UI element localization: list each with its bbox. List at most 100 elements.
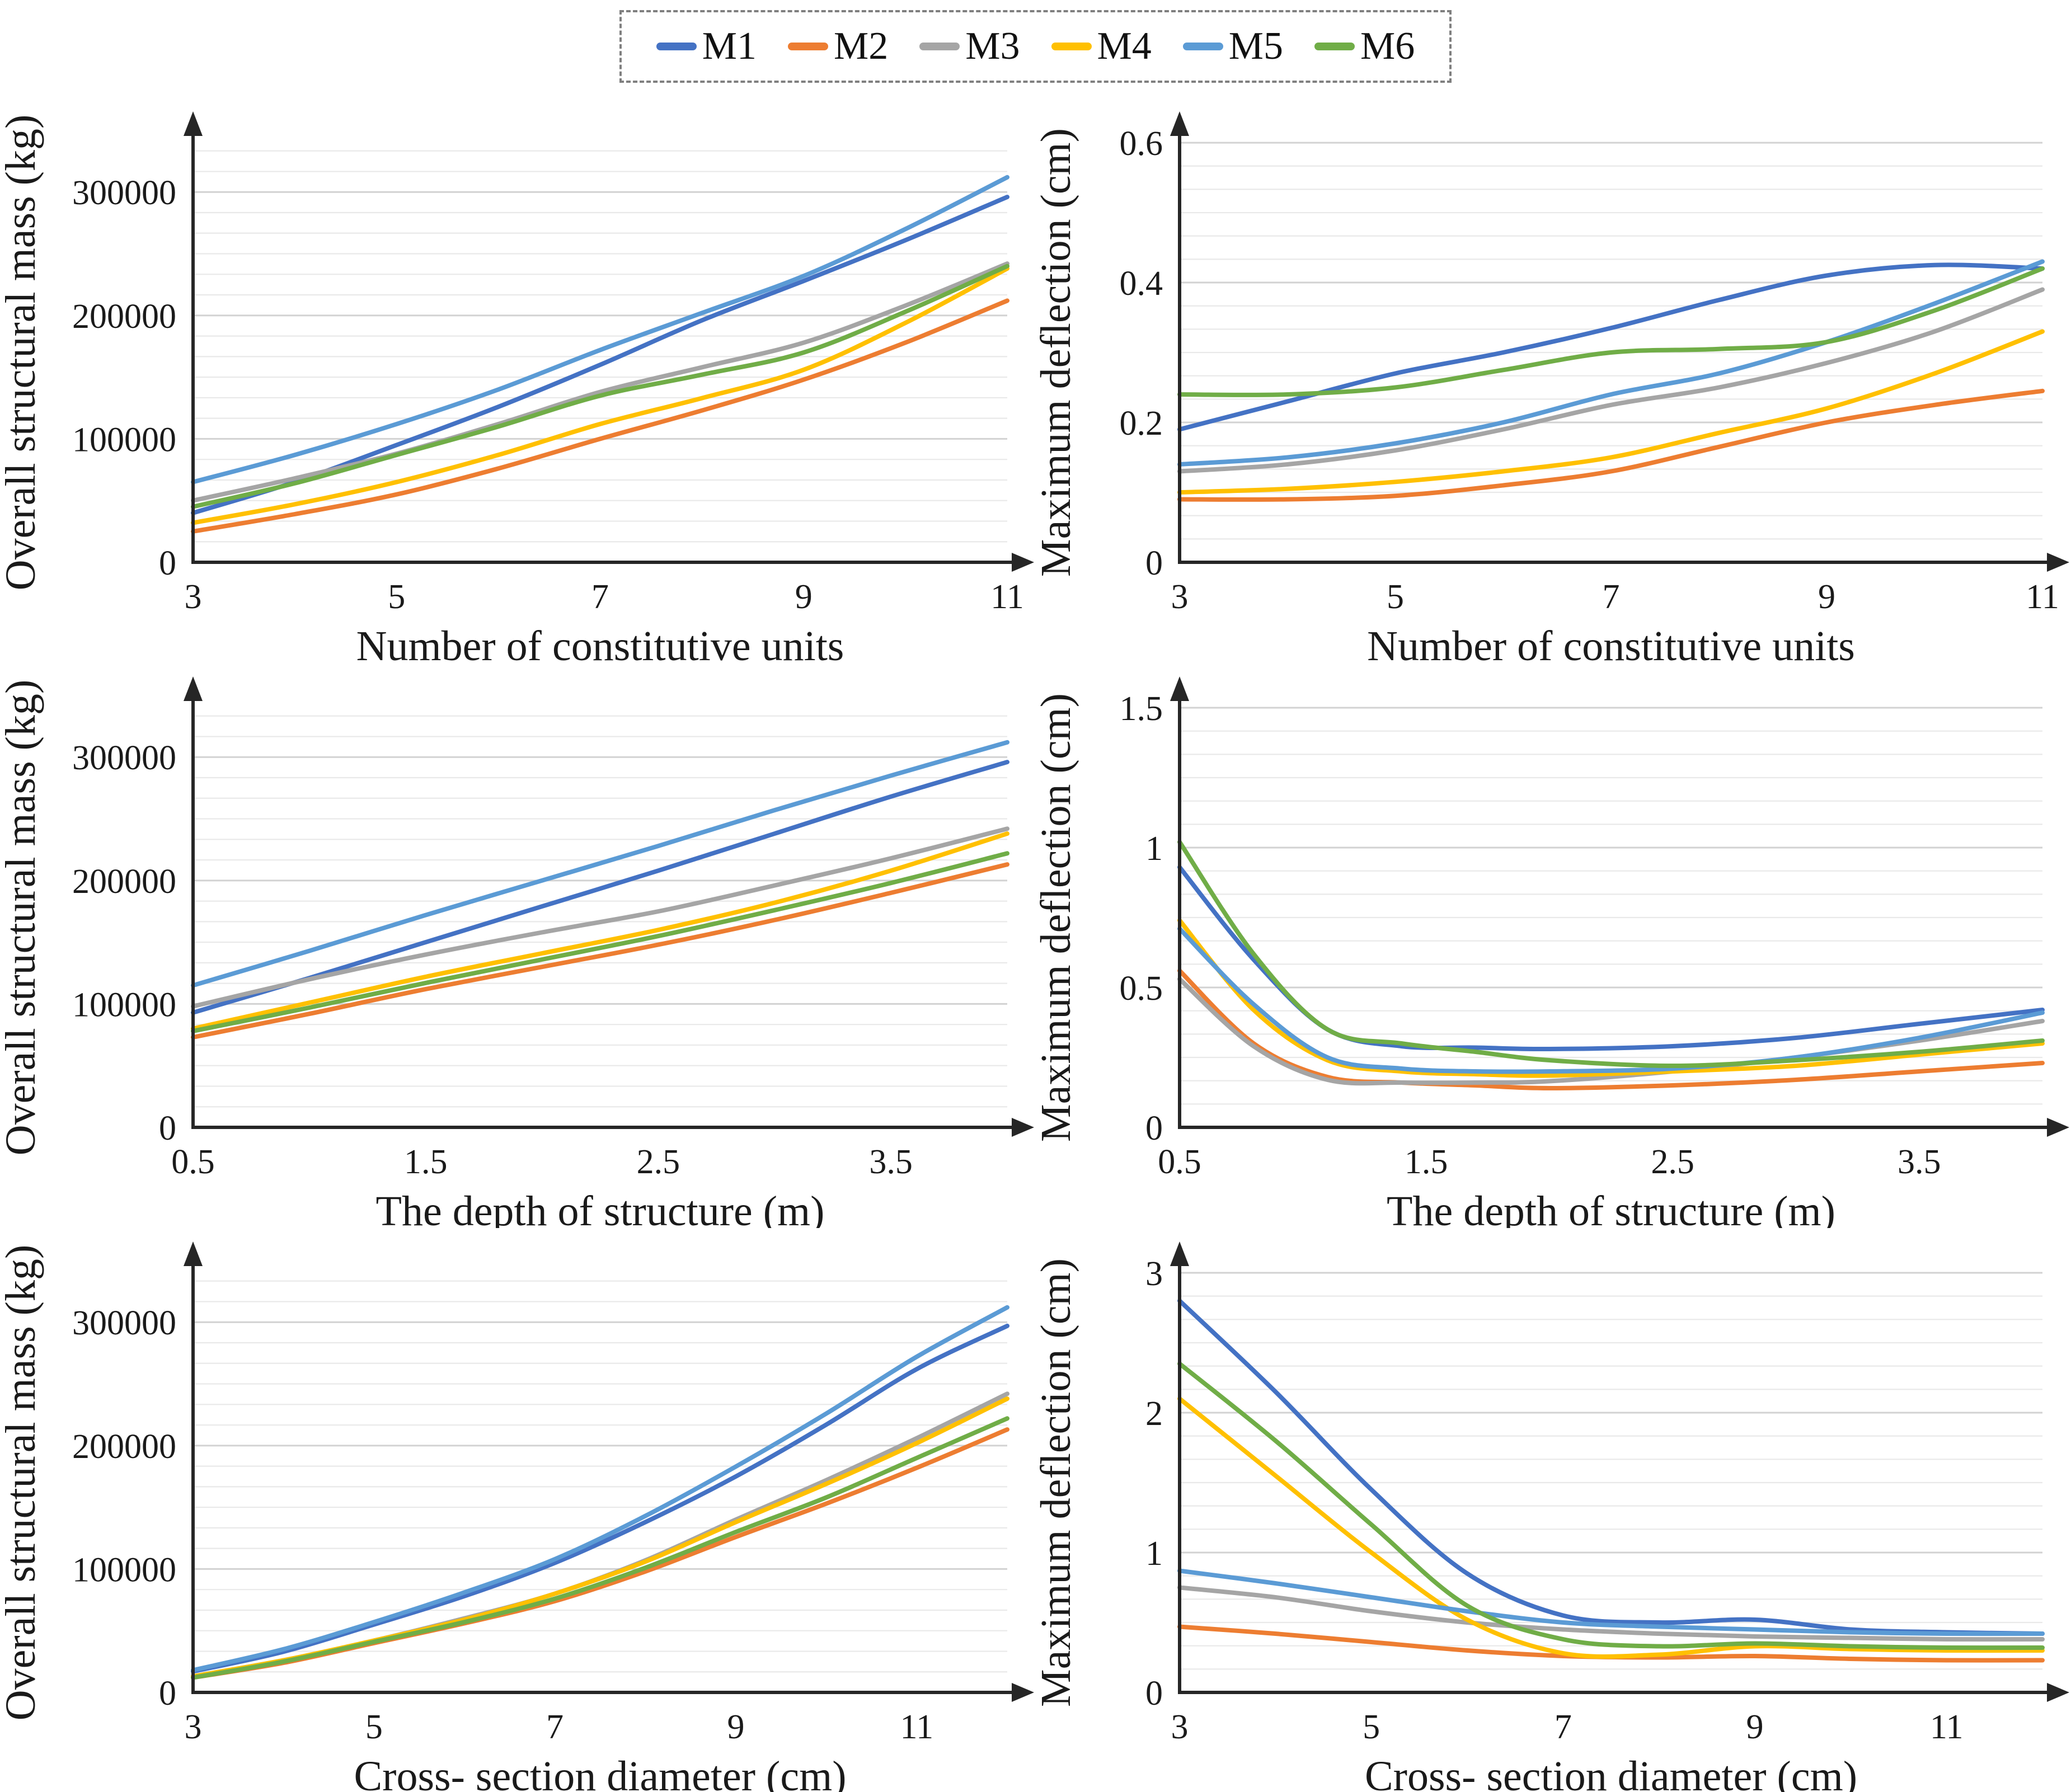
x-tick-label: 11 — [990, 578, 1024, 616]
y-axis-title: Overall structural mass (kg) — [0, 680, 44, 1156]
x-axis-arrowhead-icon — [2047, 553, 2069, 572]
series-line-M6 — [191, 264, 1009, 509]
legend-item-M5: M5 — [1182, 25, 1283, 68]
y-tick-label: 0 — [1145, 544, 1163, 582]
y-tick-label: 1 — [1145, 1535, 1163, 1573]
y-axis-arrowhead-icon — [184, 111, 203, 136]
series-line-M2 — [1177, 968, 2045, 1090]
legend-label: M2 — [834, 25, 889, 68]
gridlines — [193, 1280, 1007, 1673]
gridlines — [193, 715, 1007, 1108]
x-tick-label: 11 — [2026, 578, 2059, 616]
series-line-M5 — [1177, 259, 2045, 467]
y-tick-label: 0.6 — [1120, 125, 1163, 163]
legend-label: M6 — [1360, 25, 1415, 68]
legend: M1 M2 M3 M4 M5 M6 — [619, 10, 1452, 83]
x-tick-label: 2.5 — [637, 1143, 680, 1181]
series-lines — [1177, 1299, 2045, 1663]
series-line-M5 — [191, 175, 1009, 485]
legend-line-swatch-M2 — [788, 43, 828, 50]
series-lines — [1177, 840, 2045, 1090]
chart-deflection-vs-depth: 0 0.5 1 1.5 0.5 1.5 2.5 3.5 The depth of structu… — [1035, 663, 2070, 1228]
x-tick-label: 11 — [900, 1708, 933, 1746]
charts-grid: 0 100000 200000 300000 3 5 7 9 11 Number of const… — [0, 98, 2070, 1792]
x-tick-label: 5 — [1363, 1708, 1380, 1746]
x-tick-label: 5 — [365, 1708, 383, 1746]
series-line-M3 — [1177, 977, 2045, 1086]
x-axis-arrowhead-icon — [2047, 1683, 2069, 1702]
chart-canvas-mass-vs-depth: 0 100000 200000 300000 0.5 1.5 2.5 3.5 The depth… — [0, 676, 1034, 1228]
y-tick-label: 0 — [159, 1675, 176, 1713]
legend-wrap: M1 M2 M3 M4 M5 M6 — [0, 10, 2071, 83]
series-line-M4 — [1177, 918, 2045, 1078]
y-axis-arrowhead-icon — [184, 1241, 203, 1266]
series-line-M2 — [191, 298, 1009, 534]
x-tick-label: 9 — [1746, 1708, 1764, 1746]
legend-item-M1: M1 — [656, 27, 757, 66]
x-axis-title: The depth of structure (m) — [376, 1188, 825, 1228]
series-line-M5 — [191, 1305, 1009, 1673]
series-line-M6 — [1177, 1361, 2045, 1650]
y-axis-arrowhead-icon — [1170, 111, 1189, 136]
x-tick-label: 1.5 — [404, 1143, 448, 1181]
gridlines — [1180, 707, 2042, 1105]
legend-line-swatch-M4 — [1051, 43, 1092, 50]
legend-label: M1 — [702, 25, 757, 68]
x-tick-label: 9 — [727, 1708, 745, 1746]
chart-mass-vs-depth: 0 100000 200000 300000 0.5 1.5 2.5 3.5 The depth… — [0, 663, 1035, 1228]
legend-item-M2: M2 — [788, 27, 888, 66]
y-tick-label: 0.2 — [1120, 405, 1163, 443]
chart-mass-vs-units: 0 100000 200000 300000 3 5 7 9 11 Number of const… — [0, 98, 1035, 663]
y-tick-label: 1 — [1145, 830, 1163, 868]
x-tick-label: 11 — [1930, 1708, 1964, 1746]
legend-label: M5 — [1228, 25, 1283, 68]
y-axis-arrowhead-icon — [1170, 1241, 1189, 1266]
series-line-M6 — [191, 1416, 1009, 1680]
series-line-M3 — [191, 261, 1009, 503]
x-tick-label: 3 — [1171, 1708, 1189, 1746]
series-line-M4 — [1177, 329, 2045, 495]
y-tick-label: 0 — [159, 1109, 176, 1147]
y-tick-label: 0.4 — [1120, 265, 1163, 303]
y-tick-label: 200000 — [72, 863, 176, 901]
legend-item-M6: M6 — [1314, 27, 1415, 66]
x-tick-label: 9 — [1818, 578, 1835, 616]
y-axis-title: Maximum deflection (cm) — [1035, 693, 1079, 1142]
y-tick-label: 100000 — [72, 421, 176, 459]
series-line-M3 — [191, 826, 1009, 1009]
series-lines — [191, 740, 1009, 1040]
series-line-M3 — [1177, 1585, 2045, 1642]
y-tick-label: 200000 — [72, 1428, 176, 1466]
series-line-M4 — [191, 266, 1009, 525]
x-axis-title: Number of constitutive units — [356, 623, 844, 663]
y-tick-label: 100000 — [72, 986, 176, 1024]
x-axis-arrowhead-icon — [1012, 1683, 1034, 1702]
y-tick-label: 3 — [1145, 1255, 1163, 1293]
legend-item-M3: M3 — [919, 27, 1020, 66]
x-tick-label: 2.5 — [1651, 1143, 1694, 1181]
y-tick-label: 0.5 — [1120, 970, 1163, 1008]
series-line-M5 — [191, 740, 1009, 988]
x-axis-title: The depth of structure (m) — [1387, 1188, 1835, 1228]
chart-mass-vs-diameter: 0 100000 200000 300000 3 5 7 9 11 Cross- section … — [0, 1228, 1035, 1792]
legend-line-swatch-M5 — [1182, 43, 1223, 50]
y-axis-title: Maximum deflection (cm) — [1035, 128, 1079, 577]
x-tick-label: 0.5 — [1158, 1143, 1201, 1181]
x-tick-label: 7 — [591, 578, 609, 616]
chart-canvas-mass-vs-units: 0 100000 200000 300000 3 5 7 9 11 Number of const… — [0, 111, 1034, 663]
x-tick-label: 3 — [185, 578, 202, 616]
y-axis-arrowhead-icon — [1170, 676, 1189, 701]
legend-line-swatch-M1 — [656, 43, 697, 50]
y-tick-label: 0 — [1145, 1109, 1163, 1147]
x-axis-title: Cross- section diameter (cm) — [354, 1753, 846, 1792]
series-line-M3 — [1177, 287, 2045, 474]
y-tick-label: 300000 — [72, 174, 176, 212]
y-tick-label: 0 — [1145, 1675, 1163, 1713]
legend-line-swatch-M3 — [919, 43, 960, 50]
series-line-M2 — [1177, 388, 2045, 502]
gridlines — [1180, 1272, 2042, 1670]
x-tick-label: 3 — [185, 1708, 202, 1746]
x-axis-arrowhead-icon — [1012, 553, 1034, 572]
series-line-M2 — [191, 862, 1009, 1040]
